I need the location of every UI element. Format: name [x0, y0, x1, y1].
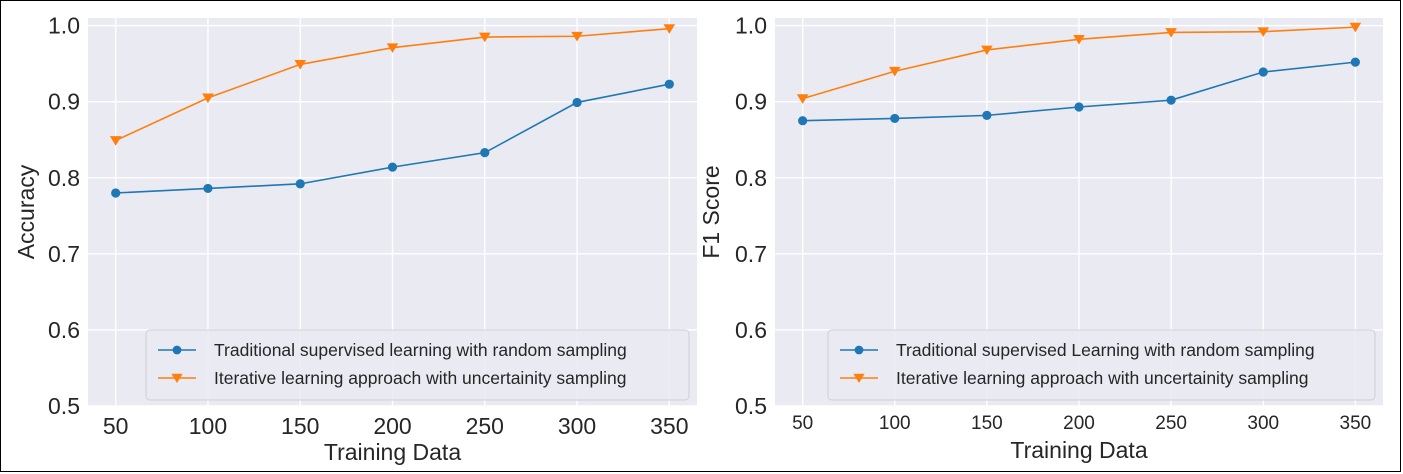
x-tick-label: 300 [558, 413, 596, 439]
data-point [798, 116, 808, 126]
y-axis-label: Accuracy [13, 164, 39, 259]
data-point [571, 31, 583, 42]
y-tick-label: 0.8 [48, 165, 80, 191]
legend-label: Traditional supervised Learning with ran… [896, 340, 1315, 360]
x-tick-label: 100 [879, 413, 911, 434]
y-tick-label: 0.9 [48, 89, 80, 115]
data-point [1166, 95, 1176, 105]
data-point [387, 162, 398, 172]
x-tick-label: 200 [373, 413, 411, 439]
series-2 [796, 22, 1362, 104]
legend-box [145, 329, 690, 401]
data-point [203, 183, 213, 194]
y-tick-label: 0.6 [48, 317, 80, 343]
x-tick-label: 50 [792, 413, 813, 434]
legend-label: Iterative learning approach with uncerta… [214, 368, 626, 388]
y-tick-label: 1.0 [735, 13, 767, 39]
data-point [480, 148, 490, 158]
data-point [664, 79, 674, 89]
data-point [294, 60, 307, 70]
data-point [1073, 34, 1085, 45]
x-tick-label: 350 [650, 413, 688, 439]
x-tick-label: 250 [1155, 413, 1187, 434]
data-point [982, 110, 992, 120]
legend-box [827, 329, 1376, 401]
x-axis-label: Training Data [324, 439, 461, 465]
legend-label: Traditional supervised learning with ran… [214, 340, 627, 360]
chart-panel-1: 0.5 0.6 0.7 0.8 0.9 1.0 50 100 150 200 250 300 350 Tr… [13, 13, 697, 465]
data-point [295, 179, 305, 189]
data-point [796, 94, 809, 104]
x-tick-label: 100 [189, 413, 227, 439]
data-point [1165, 28, 1177, 38]
y-tick-label: 0.7 [735, 241, 767, 267]
data-point [888, 66, 901, 77]
legend: Traditional supervised learning with ran… [145, 329, 690, 401]
x-tick-label: 150 [281, 413, 319, 439]
chart-panel-2: 0.5 0.6 0.7 0.8 0.9 1.0 50 100 150 200 250 300 350 Tr… [698, 13, 1383, 463]
series-1 [111, 79, 674, 198]
data-point [572, 97, 582, 108]
series-2 [109, 24, 676, 146]
x-tick-label: 200 [1063, 413, 1095, 434]
data-point [1257, 27, 1270, 37]
x-axis-label: Training Data [1010, 437, 1147, 463]
data-point [890, 113, 900, 124]
y-axis-label: F1 Score [698, 165, 724, 258]
legend: Traditional supervised Learning with ran… [827, 329, 1376, 401]
y-tick-label: 1.0 [48, 13, 80, 39]
legend-label: Iterative learning approach with uncerta… [896, 368, 1308, 388]
y-tick-label: 0.6 [735, 317, 767, 343]
data-point [202, 93, 214, 104]
data-point [981, 45, 993, 56]
y-tick-label: 0.5 [48, 393, 80, 419]
y-tick-label: 0.5 [735, 393, 767, 419]
x-tick-label: 250 [466, 413, 504, 439]
data-point [1258, 67, 1268, 77]
data-point [1349, 22, 1362, 33]
legend-marker [854, 345, 864, 355]
data-point [386, 43, 399, 53]
x-tick-label: 300 [1247, 413, 1279, 434]
y-tick-label: 0.9 [735, 89, 767, 115]
y-tick-label: 0.7 [48, 241, 80, 267]
data-point [111, 188, 121, 198]
data-point [478, 32, 491, 43]
x-tick-label: 350 [1340, 413, 1372, 434]
series-1 [798, 57, 1360, 126]
data-point [663, 24, 676, 34]
x-tick-label: 150 [971, 413, 1003, 434]
legend-marker [853, 373, 865, 384]
data-point [1350, 57, 1360, 67]
y-tick-label: 0.8 [735, 165, 767, 191]
legend-marker [171, 373, 183, 384]
data-point [109, 136, 122, 146]
legend-marker [172, 345, 182, 355]
data-point [1074, 102, 1084, 112]
x-tick-label: 50 [103, 413, 129, 439]
